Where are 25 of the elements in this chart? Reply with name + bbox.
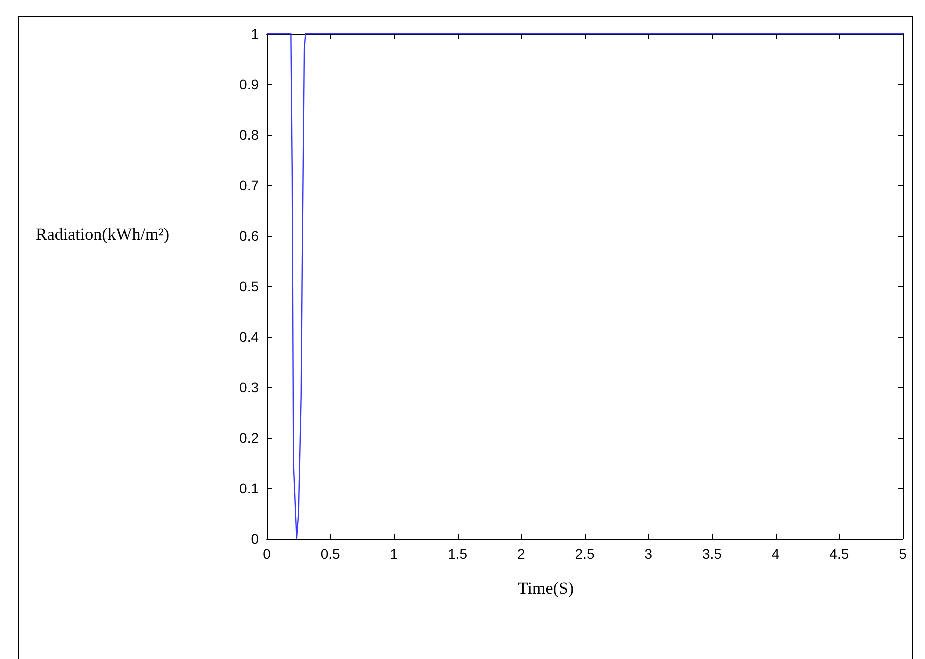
- x-tick-label: 1.5: [448, 546, 468, 562]
- x-tick-label: 2.5: [575, 546, 595, 562]
- y-tick-label: 0.4: [240, 329, 260, 345]
- x-tick-label: 5: [899, 546, 908, 562]
- y-axis-title: Radiation(kWh/m²): [36, 225, 170, 244]
- y-tick-label: 0.8: [240, 127, 260, 143]
- y-tick-label: 0.9: [240, 76, 260, 92]
- y-tick-label: 0.2: [240, 430, 260, 446]
- x-tick-label: 4: [772, 546, 780, 562]
- y-tick-label: 0.7: [240, 178, 260, 194]
- x-tick-label: 4.5: [830, 546, 850, 562]
- y-tick-label: 0.3: [240, 380, 260, 396]
- x-tick-label: 2: [518, 546, 526, 562]
- y-tick-label: 0: [251, 531, 260, 547]
- x-tick-label: 1: [390, 546, 398, 562]
- x-tick-label: 0.5: [320, 546, 341, 562]
- y-tick-label: 0.5: [240, 278, 260, 294]
- line-series: [266, 33, 904, 540]
- y-tick-label: 0.6: [240, 228, 260, 244]
- x-tick-label: 0: [263, 546, 272, 562]
- x-tick-label: 3: [644, 546, 653, 562]
- y-tick-label: 1: [251, 26, 260, 42]
- x-axis-title: Time(S): [518, 579, 574, 598]
- y-tick-label: 0.1: [240, 480, 260, 496]
- x-tick-label: 3.5: [702, 546, 722, 562]
